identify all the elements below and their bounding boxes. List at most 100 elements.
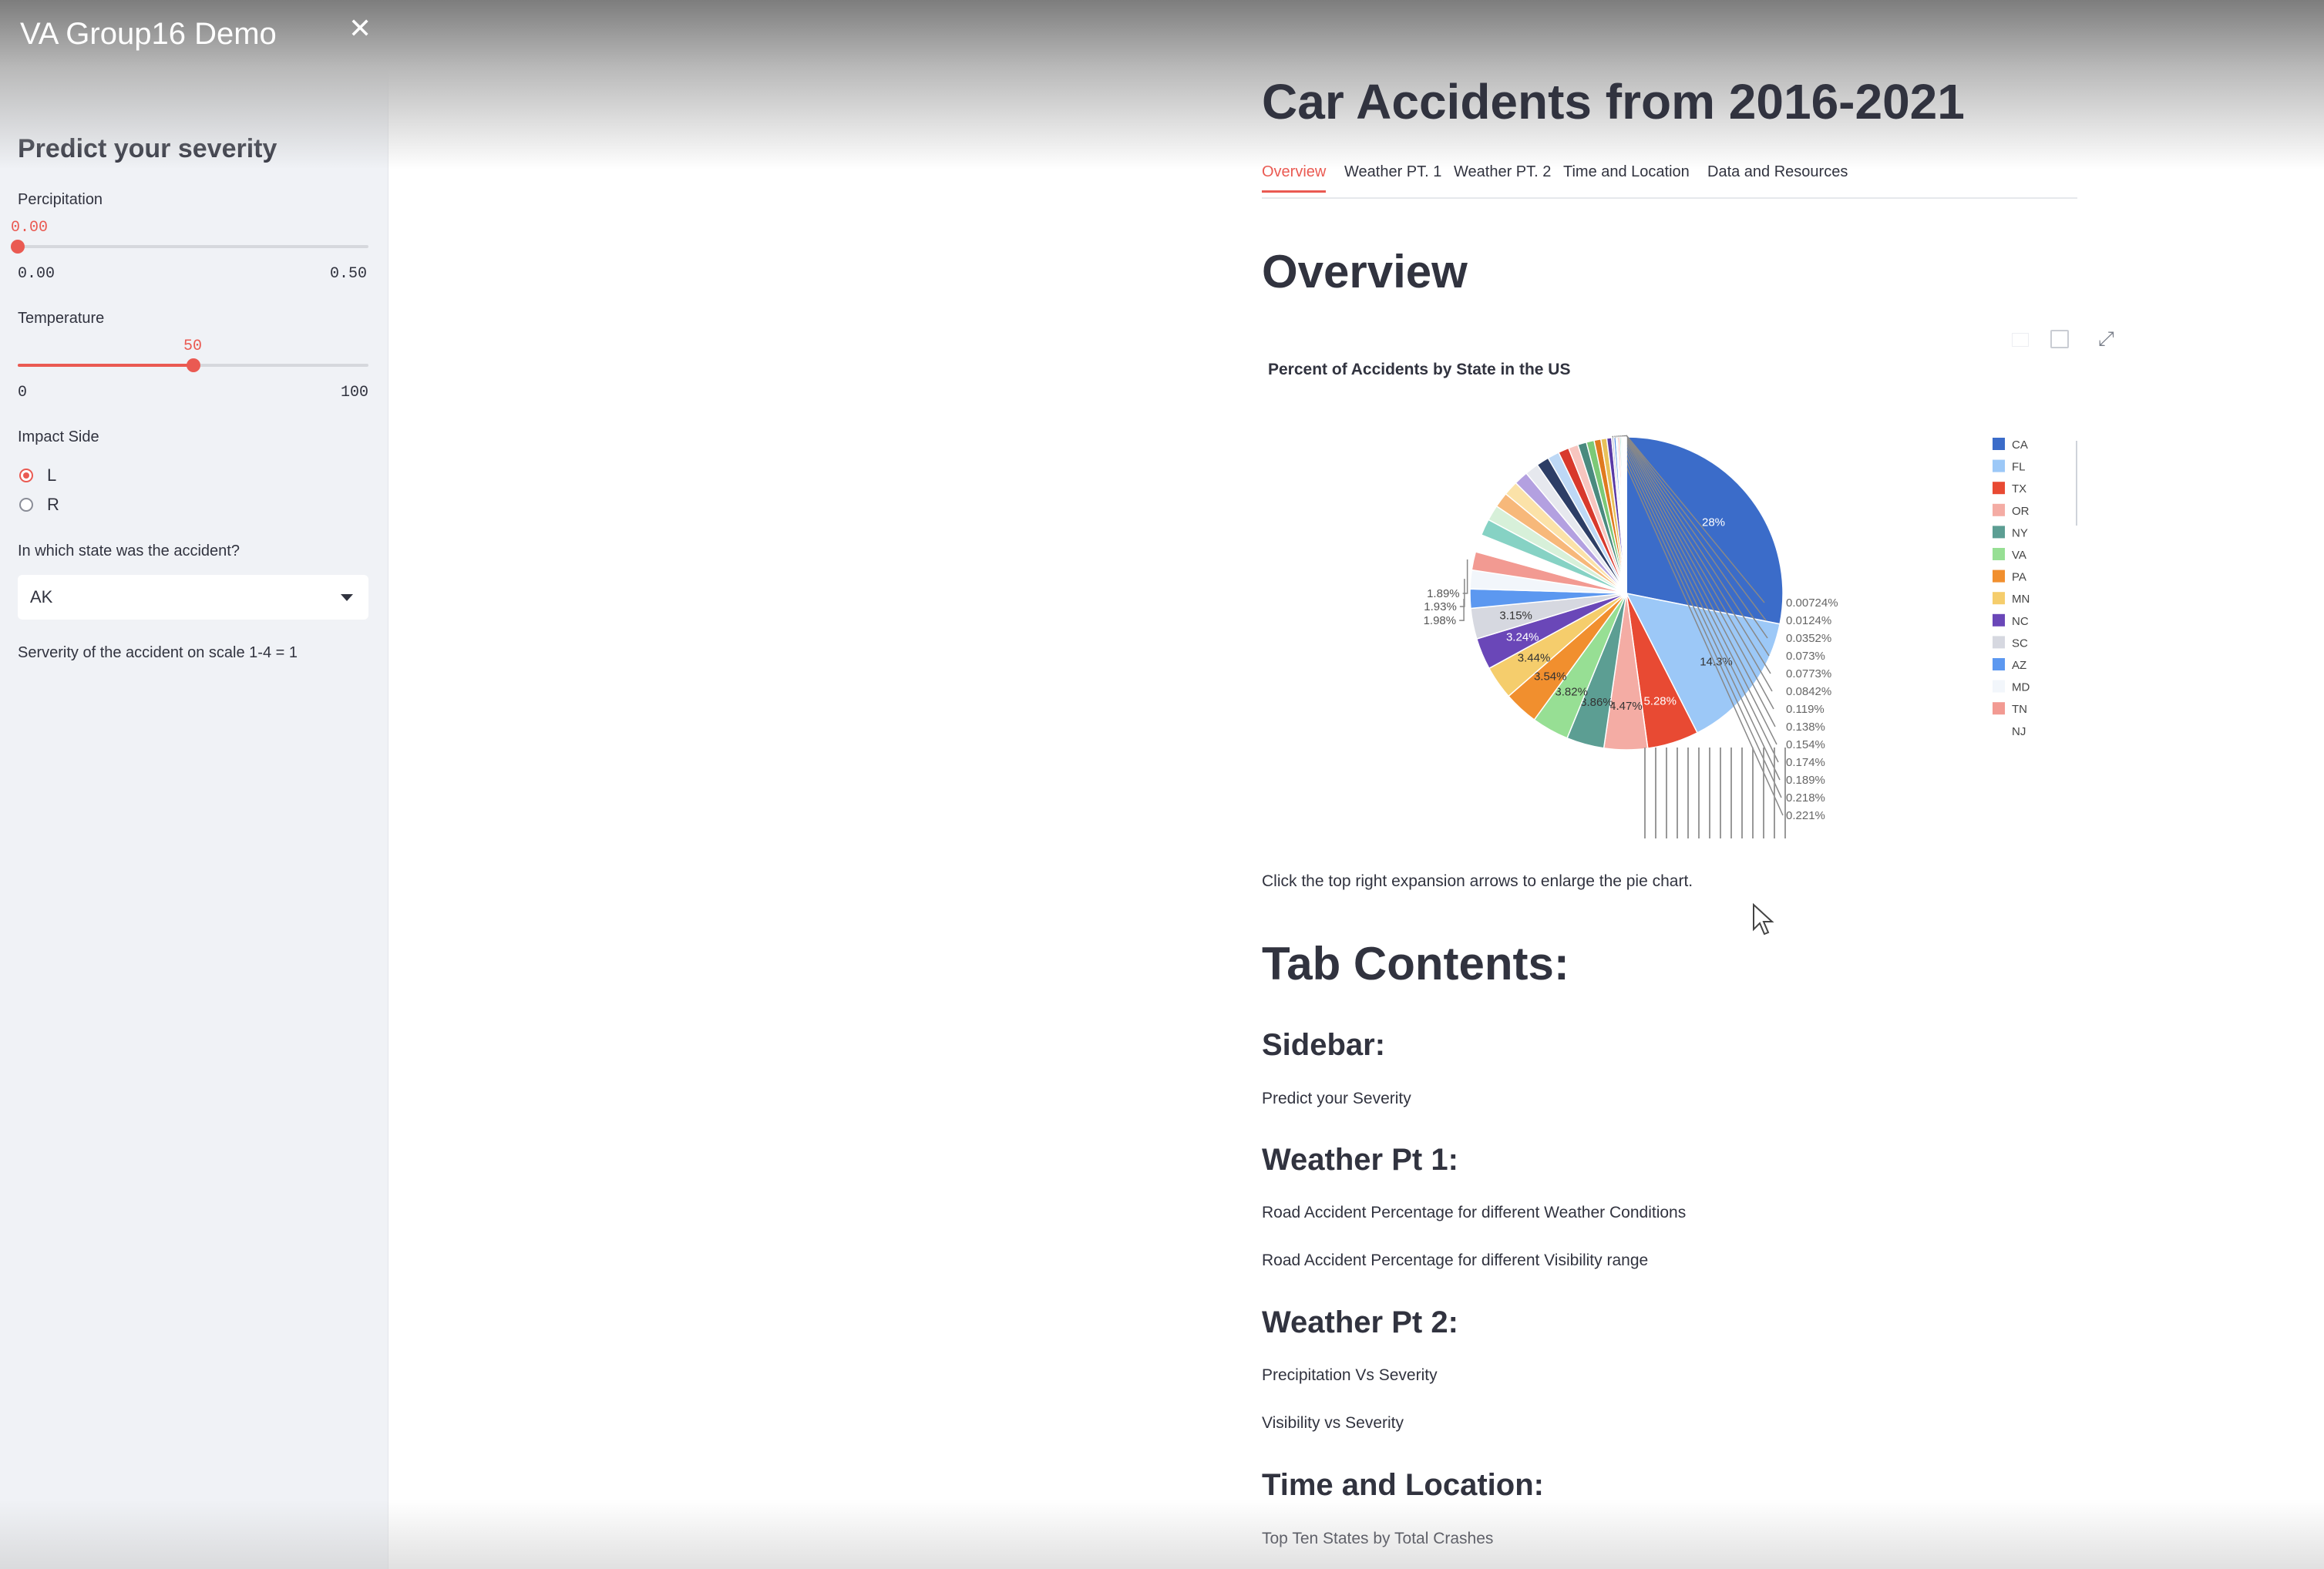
leader-line: [1625, 435, 1768, 639]
expand-icon[interactable]: ⤢: [2098, 327, 2114, 350]
legend-swatch[interactable]: [1993, 658, 2005, 670]
precipitation-label: Percipitation: [18, 191, 103, 208]
leader-line: [1621, 435, 1776, 727]
pie-slice-label: 1.98%: [1424, 614, 1457, 627]
temperature-slider-thumb[interactable]: [186, 358, 200, 372]
section-item: Predict your Severity: [1262, 1090, 1411, 1107]
radio-selected-icon[interactable]: [19, 469, 33, 482]
section-item: Road Accident Percentage for different V…: [1262, 1252, 1649, 1269]
legend-label[interactable]: AZ: [2012, 659, 2026, 672]
temperature-value: 50: [183, 338, 203, 355]
tab-data-resources[interactable]: Data and Resources: [1707, 163, 1848, 180]
pie-slice-label: 0.138%: [1786, 721, 1825, 734]
section-heading-time-location: Time and Location:: [1262, 1468, 1544, 1502]
legend-swatch[interactable]: [1993, 613, 2005, 627]
legend-label[interactable]: TX: [2012, 482, 2026, 496]
legend-label[interactable]: NJ: [2012, 725, 2026, 738]
precipitation-slider-thumb[interactable]: [11, 240, 25, 254]
legend-label[interactable]: MN: [2012, 593, 2030, 606]
legend-label[interactable]: FL: [2012, 461, 2026, 474]
pie-slice-label: 3.86%: [1580, 696, 1613, 709]
precipitation-min: 0.00: [18, 265, 55, 283]
impact-side-option-l[interactable]: L: [19, 465, 56, 485]
legend-label[interactable]: VA: [2012, 549, 2026, 562]
legend-swatch[interactable]: [1993, 724, 2005, 737]
section-item: Road Accident Percentage for different W…: [1262, 1204, 1687, 1221]
leader-line: [1626, 435, 1767, 621]
overview-heading: Overview: [1262, 246, 1468, 297]
legend-swatch[interactable]: [1993, 548, 2005, 560]
tab-bar: Overview Weather PT. 1 Weather PT. 2 Tim…: [1262, 163, 2077, 199]
pie-slice-label: 0.0842%: [1786, 685, 1831, 698]
legend-label[interactable]: PA: [2012, 571, 2026, 584]
pie-slice-label: 28%: [1702, 516, 1725, 529]
legend-label[interactable]: TN: [2012, 703, 2027, 716]
temperature-label: Temperature: [18, 310, 105, 327]
tab-weather-pt1[interactable]: Weather PT. 1: [1344, 163, 1442, 180]
legend-swatch[interactable]: [1993, 636, 2005, 649]
pie-slice-label: 3.24%: [1506, 631, 1539, 644]
section-heading-sidebar: Sidebar:: [1262, 1028, 1386, 1062]
legend-swatch[interactable]: [1993, 438, 2005, 450]
legend-swatch[interactable]: [1993, 702, 2005, 715]
chart-icon[interactable]: [2050, 330, 2069, 348]
legend-label[interactable]: NC: [2012, 615, 2029, 628]
leader-line: [1623, 435, 1773, 692]
legend-label[interactable]: CA: [2012, 438, 2028, 452]
legend-swatch[interactable]: [1993, 503, 2005, 516]
leader-line: [1622, 435, 1774, 710]
section-heading-weather-pt1: Weather Pt 1:: [1262, 1143, 1458, 1177]
legend-swatch[interactable]: [1993, 592, 2005, 605]
pie-slice-label: 0.0352%: [1786, 632, 1831, 645]
sidebar-heading: Predict your severity: [18, 134, 277, 163]
legend-swatch[interactable]: [1993, 526, 2005, 539]
close-sidebar-button[interactable]: ✕: [348, 12, 372, 44]
tab-time-location[interactable]: Time and Location: [1563, 163, 1690, 180]
download-icon[interactable]: [2012, 333, 2029, 347]
legend-swatch[interactable]: [1993, 569, 2005, 583]
leader-line: [1459, 579, 1465, 607]
mouse-cursor-icon: [1753, 903, 1774, 936]
state-select[interactable]: AK: [18, 575, 368, 620]
impact-side-option-label: L: [47, 465, 57, 485]
section-item: Top Ten States by Total Crashes: [1262, 1530, 1494, 1547]
pie-slice-label: 3.15%: [1499, 609, 1532, 622]
legend-label[interactable]: NY: [2012, 526, 2028, 539]
leader-line: [1619, 435, 1777, 745]
pie-slice-label: 0.119%: [1786, 703, 1825, 716]
pie-slice-label: 1.93%: [1424, 600, 1457, 613]
radio-unselected-icon[interactable]: [19, 498, 33, 512]
pie-slice-label: 0.174%: [1786, 756, 1825, 769]
legend-swatch[interactable]: [1993, 680, 2005, 693]
sidebar: Predict your severity Percipitation 0.00…: [0, 0, 388, 1569]
pie-slice-label: 0.189%: [1786, 774, 1825, 787]
temperature-fill: [18, 364, 193, 367]
precipitation-slider[interactable]: [18, 245, 368, 248]
legend-swatch[interactable]: [1993, 459, 2005, 472]
leader-line: [1616, 435, 1781, 781]
chevron-down-icon[interactable]: [341, 594, 353, 601]
pie-slice-label: 1.89%: [1427, 587, 1460, 600]
pie-slice-label: 14.3%: [1700, 655, 1733, 668]
pie-slice-label: 3.82%: [1555, 686, 1588, 699]
tab-overview[interactable]: Overview: [1262, 163, 1327, 193]
legend-label[interactable]: MD: [2012, 681, 2030, 694]
page-title: Car Accidents from 2016-2021: [1262, 74, 1965, 129]
section-heading-weather-pt2: Weather Pt 2:: [1262, 1305, 1458, 1339]
impact-side-option-label: R: [47, 495, 59, 514]
chart-hint: Click the top right expansion arrows to …: [1262, 872, 1693, 890]
tab-weather-pt2[interactable]: Weather PT. 2: [1454, 163, 1552, 180]
leader-line: [1624, 435, 1771, 674]
legend-label[interactable]: OR: [2012, 505, 2030, 518]
state-select-value: AK: [30, 587, 53, 606]
tab-contents-heading: Tab Contents:: [1262, 938, 1569, 989]
leader-line: [1462, 559, 1468, 594]
legend-label[interactable]: SC: [2012, 637, 2028, 650]
temperature-max: 100: [341, 384, 369, 401]
impact-side-option-r[interactable]: R: [19, 495, 59, 515]
pie-slice-label: 3.54%: [1534, 670, 1567, 684]
chart-title: Percent of Accidents by State in the US: [1268, 361, 1571, 378]
pie-slice-label: 0.218%: [1786, 791, 1825, 805]
section-item: Visibility vs Severity: [1262, 1414, 1404, 1432]
legend-swatch[interactable]: [1993, 482, 2005, 495]
